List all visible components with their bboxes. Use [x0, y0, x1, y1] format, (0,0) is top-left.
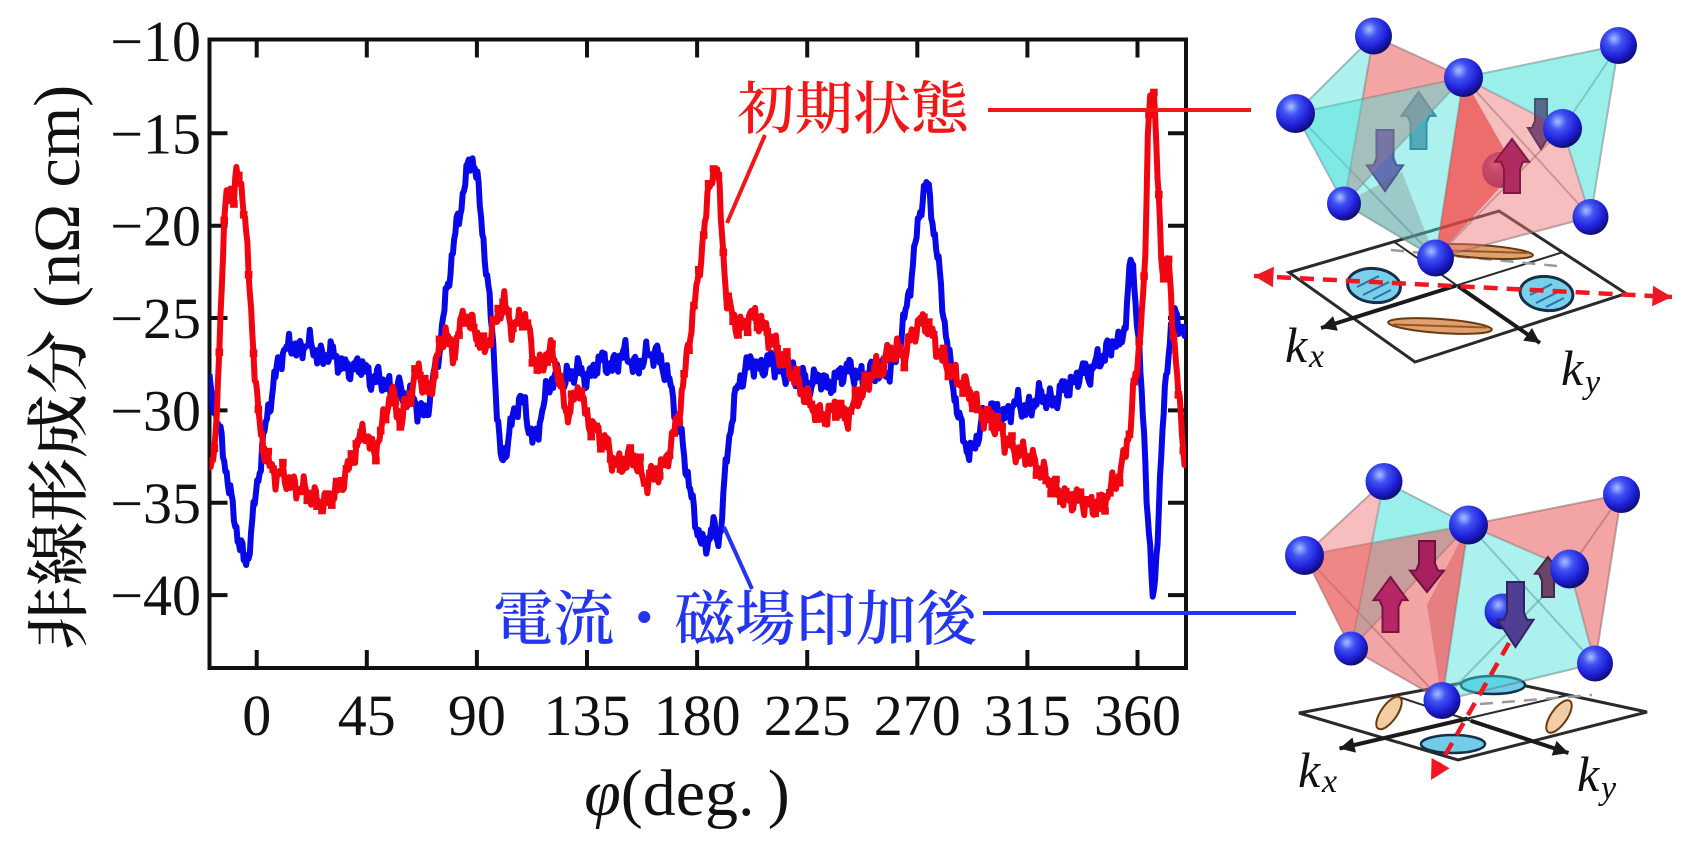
svg-text:x: x: [1308, 338, 1324, 375]
svg-text:−35: −35: [110, 471, 201, 536]
svg-text:φ(deg. ): φ(deg. ): [584, 757, 789, 830]
svg-text:k: k: [1577, 746, 1600, 802]
svg-text:0: 0: [242, 683, 271, 748]
svg-text:k: k: [1285, 317, 1308, 373]
svg-text:x: x: [1321, 763, 1337, 800]
svg-text:315: 315: [984, 683, 1071, 748]
svg-text:−10: −10: [110, 9, 201, 74]
svg-text:−20: −20: [110, 194, 201, 259]
svg-text:135: 135: [544, 683, 631, 748]
svg-text:k: k: [1298, 742, 1321, 798]
svg-text:y: y: [1598, 770, 1617, 807]
svg-text:90: 90: [448, 683, 506, 748]
svg-text:−30: −30: [110, 378, 201, 443]
svg-text:−40: −40: [110, 563, 201, 628]
svg-text:y: y: [1582, 364, 1601, 401]
svg-text:−15: −15: [110, 101, 201, 166]
svg-text:−25: −25: [110, 286, 201, 351]
svg-text:180: 180: [654, 683, 741, 748]
svg-text:225: 225: [764, 683, 851, 748]
svg-text:45: 45: [338, 683, 396, 748]
svg-text:270: 270: [874, 683, 961, 748]
svg-text:k: k: [1561, 340, 1584, 396]
svg-text:(nΩ cm): (nΩ cm): [21, 85, 94, 308]
svg-text:360: 360: [1094, 683, 1181, 748]
